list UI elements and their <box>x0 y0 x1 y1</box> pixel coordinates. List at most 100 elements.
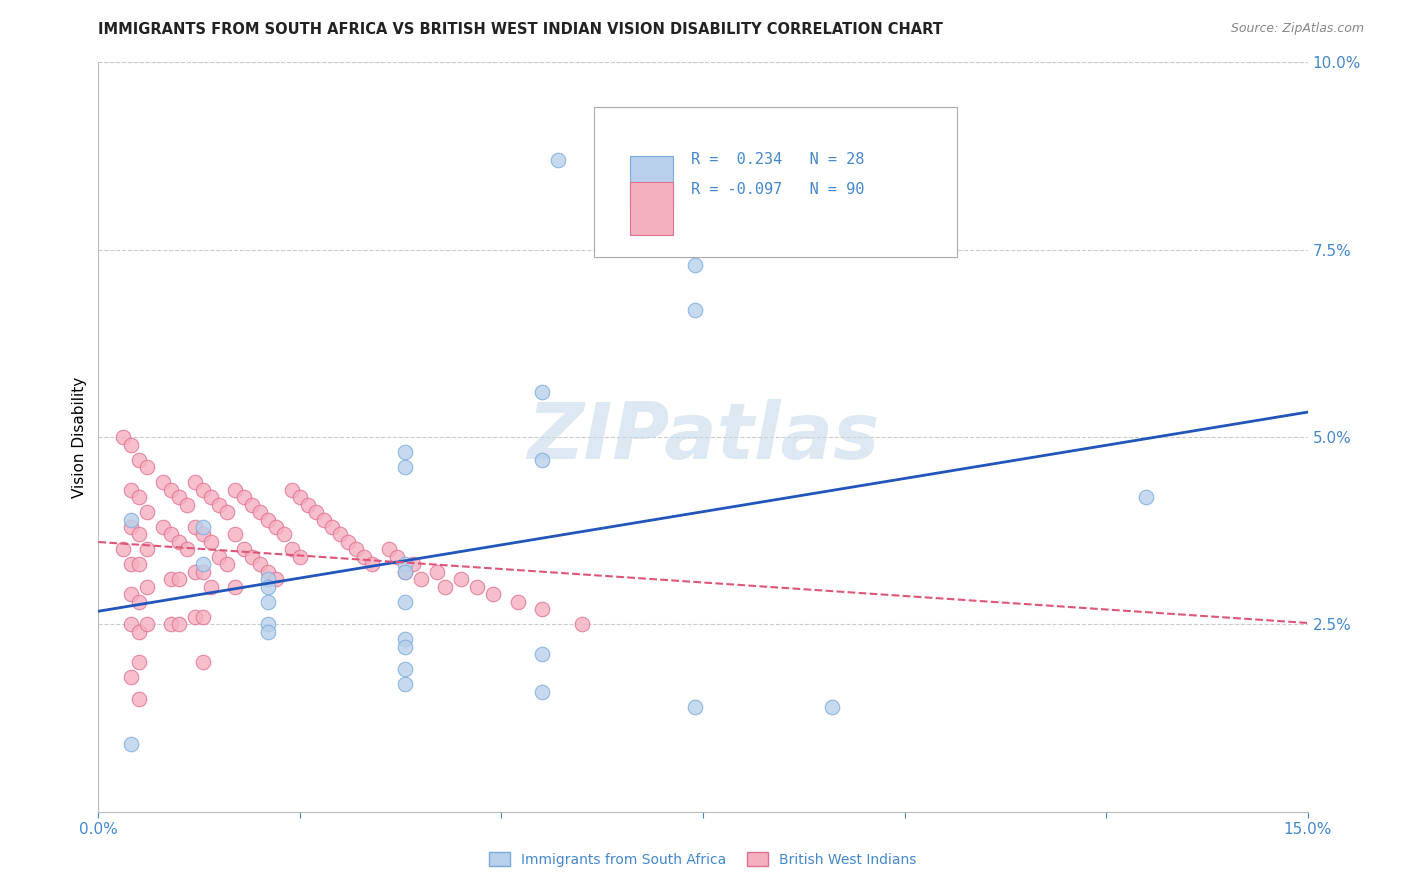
Point <box>256 573 278 587</box>
Point <box>111 430 134 444</box>
Point <box>135 617 157 632</box>
Point <box>394 662 416 676</box>
Point <box>120 587 142 601</box>
Point <box>305 505 328 519</box>
Point <box>208 549 231 564</box>
Point <box>394 677 416 691</box>
Point <box>281 483 304 497</box>
Point <box>273 527 295 541</box>
Point <box>193 655 215 669</box>
Point <box>329 527 352 541</box>
Point <box>184 565 207 579</box>
Point <box>402 558 425 572</box>
Point <box>337 535 360 549</box>
Point <box>224 580 246 594</box>
Point <box>394 632 416 647</box>
Point <box>167 617 190 632</box>
Text: R =  0.234   N = 28: R = 0.234 N = 28 <box>690 153 865 168</box>
FancyBboxPatch shape <box>595 107 957 257</box>
Point <box>683 302 706 317</box>
Point <box>394 565 416 579</box>
Point <box>135 460 157 475</box>
Point <box>120 558 142 572</box>
Point <box>120 437 142 451</box>
Text: IMMIGRANTS FROM SOUTH AFRICA VS BRITISH WEST INDIAN VISION DISABILITY CORRELATIO: IMMIGRANTS FROM SOUTH AFRICA VS BRITISH … <box>98 22 943 37</box>
Point <box>530 602 553 616</box>
Point <box>128 655 150 669</box>
Point <box>256 595 278 609</box>
Point <box>465 580 488 594</box>
Point <box>224 527 246 541</box>
Point <box>281 542 304 557</box>
Point <box>409 573 432 587</box>
Point <box>506 595 529 609</box>
Point <box>394 640 416 654</box>
Point <box>321 520 343 534</box>
Legend: Immigrants from South Africa, British West Indians: Immigrants from South Africa, British We… <box>484 847 922 872</box>
Point <box>530 648 553 662</box>
Point <box>264 520 287 534</box>
Point <box>256 617 278 632</box>
Point <box>160 483 183 497</box>
Point <box>167 573 190 587</box>
Point <box>297 498 319 512</box>
Point <box>288 549 311 564</box>
Text: ZIPatlas: ZIPatlas <box>527 399 879 475</box>
Point <box>256 512 278 526</box>
Point <box>135 505 157 519</box>
Point <box>232 542 254 557</box>
Point <box>200 580 222 594</box>
Point <box>683 699 706 714</box>
Point <box>217 558 239 572</box>
Point <box>193 610 215 624</box>
Point <box>120 737 142 751</box>
Point <box>184 475 207 489</box>
Point <box>821 699 844 714</box>
Point <box>120 617 142 632</box>
Point <box>256 580 278 594</box>
Point <box>394 460 416 475</box>
Point <box>434 580 457 594</box>
Point <box>377 542 399 557</box>
Point <box>394 565 416 579</box>
Point <box>1135 490 1157 504</box>
Point <box>344 542 367 557</box>
Point <box>128 452 150 467</box>
Point <box>176 542 198 557</box>
Point <box>111 542 134 557</box>
Point <box>128 595 150 609</box>
Point <box>314 512 336 526</box>
Point <box>385 549 408 564</box>
Point <box>530 685 553 699</box>
Point <box>184 520 207 534</box>
Point <box>193 483 215 497</box>
Point <box>120 512 142 526</box>
Text: R = -0.097   N = 90: R = -0.097 N = 90 <box>690 182 865 197</box>
Point <box>249 558 271 572</box>
Point <box>240 498 263 512</box>
Point <box>450 573 472 587</box>
Point <box>482 587 505 601</box>
Point <box>208 498 231 512</box>
Point <box>224 483 246 497</box>
Point <box>249 505 271 519</box>
Point <box>530 385 553 400</box>
Point <box>240 549 263 564</box>
Point <box>394 558 416 572</box>
Point <box>176 498 198 512</box>
Point <box>232 490 254 504</box>
FancyBboxPatch shape <box>630 156 672 209</box>
Point <box>128 692 150 706</box>
FancyBboxPatch shape <box>630 182 672 235</box>
Point <box>135 580 157 594</box>
Point <box>193 558 215 572</box>
Point <box>256 624 278 639</box>
Point <box>167 535 190 549</box>
Point <box>160 573 183 587</box>
Point <box>571 617 593 632</box>
Point <box>547 153 569 167</box>
Point <box>128 624 150 639</box>
Point <box>193 527 215 541</box>
Point <box>160 527 183 541</box>
Point <box>256 565 278 579</box>
